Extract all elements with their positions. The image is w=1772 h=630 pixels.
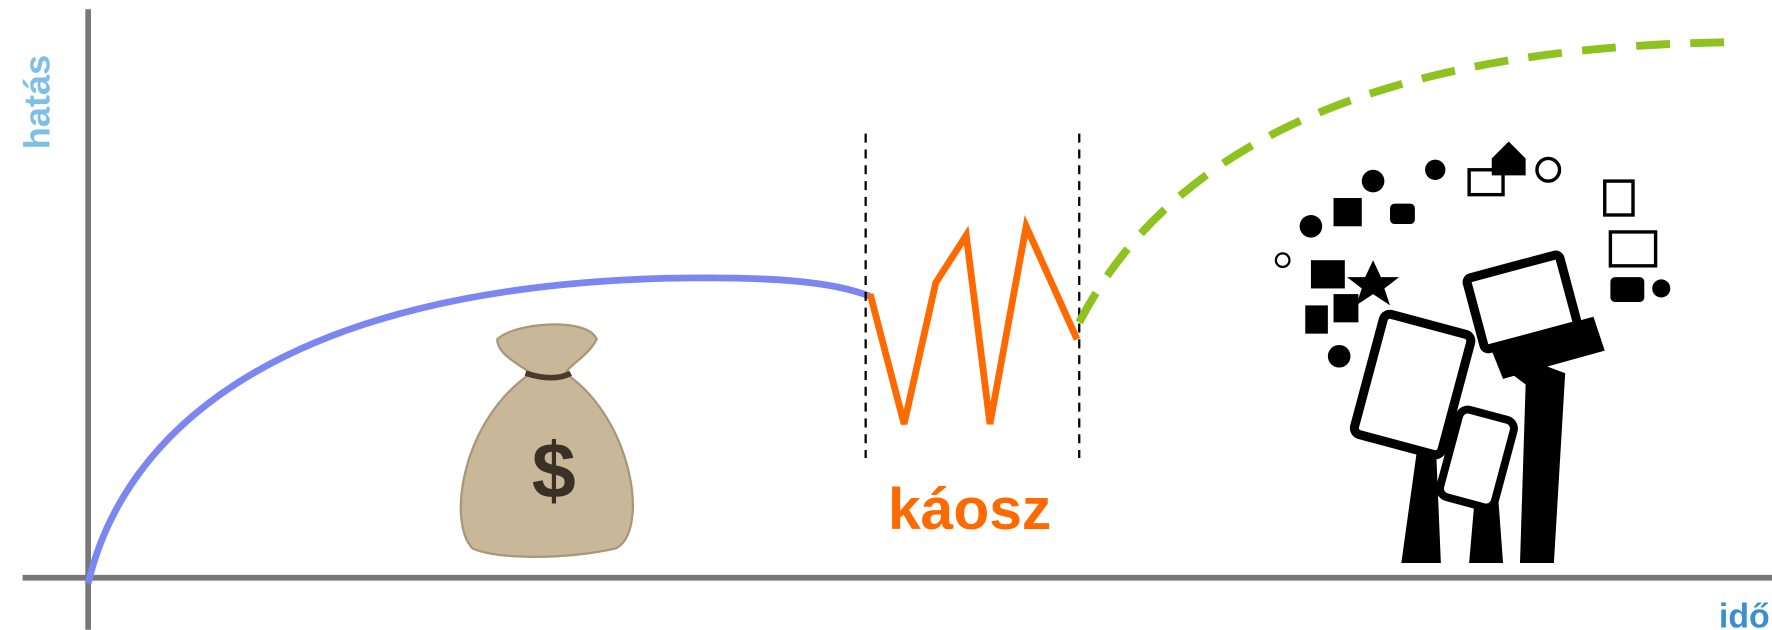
x-axis-label: idő xyxy=(1719,597,1770,630)
chaos-line xyxy=(870,226,1077,424)
diagram: hatás idő káosz $ xyxy=(0,0,1772,630)
y-axis-label: hatás xyxy=(17,55,58,149)
chaos-label: káosz xyxy=(888,477,1051,542)
svg-text:$: $ xyxy=(532,426,576,515)
money-bag: $ xyxy=(461,324,633,556)
tech-tree xyxy=(1276,142,1670,564)
